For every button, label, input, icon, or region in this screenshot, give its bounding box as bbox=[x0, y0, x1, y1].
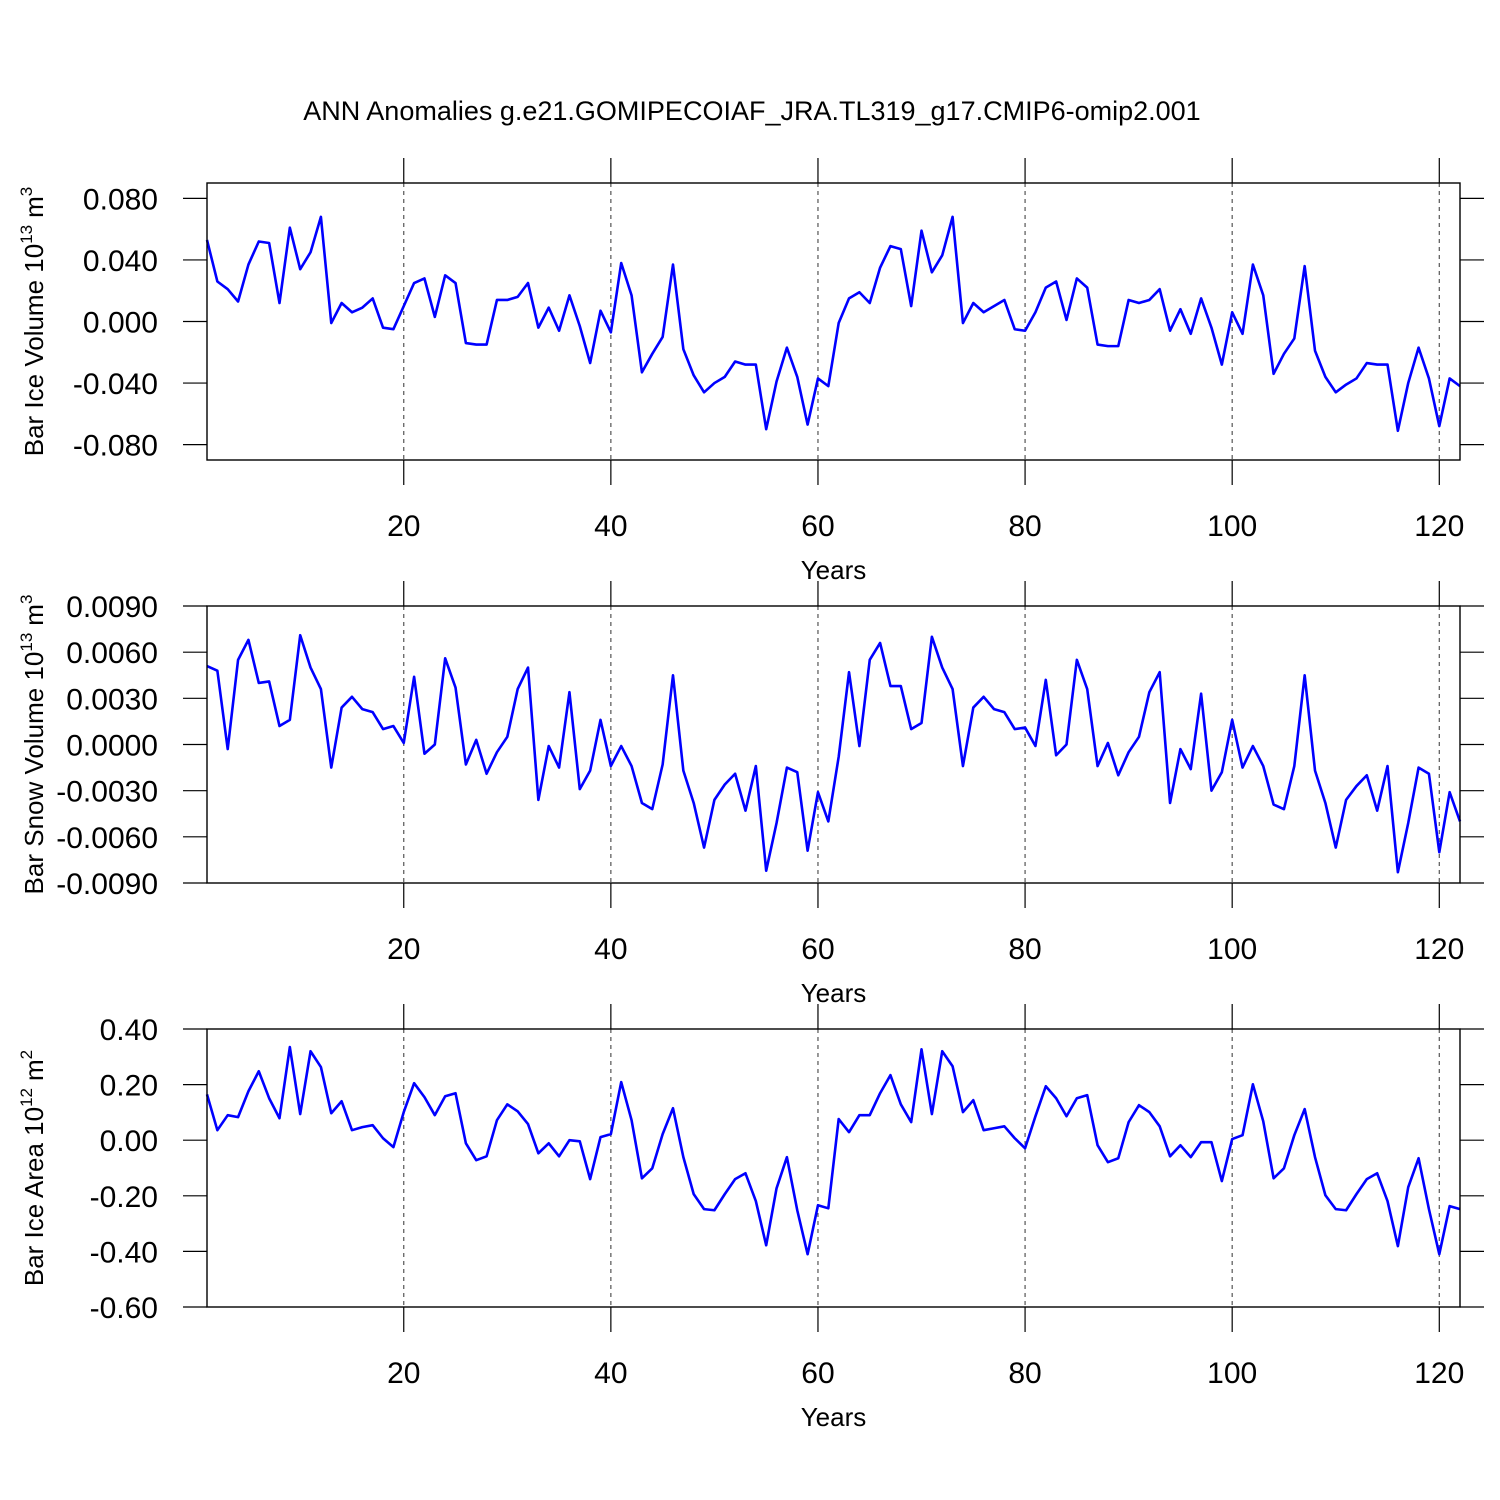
x-tick-label: 40 bbox=[594, 1357, 627, 1390]
data-line bbox=[205, 1045, 1461, 1256]
x-tick-label: 40 bbox=[594, 933, 627, 966]
y-axis-label: Bar Ice Area 1012 m2 bbox=[17, 1050, 49, 1286]
plot-frame bbox=[206, 605, 1461, 884]
y-tick-label: 0.040 bbox=[83, 245, 158, 278]
x-tick-label: 120 bbox=[1414, 1357, 1464, 1390]
y-label-power: 13 bbox=[17, 633, 36, 652]
y-tick-label: -0.40 bbox=[90, 1236, 158, 1269]
y-label-unit-power: 3 bbox=[17, 187, 36, 196]
y-label-base: Bar Ice Volume 10 bbox=[19, 244, 49, 456]
panel: 20 40 60 80 100 120 -0.60 -0.40 -0.20 0.00 0.20 0.4… bbox=[17, 1004, 1484, 1432]
y-tick-label: -0.0090 bbox=[56, 868, 158, 901]
y-label-base: Bar Ice Area 10 bbox=[19, 1107, 49, 1286]
data-line bbox=[206, 633, 1462, 874]
y-tick-label: 0.0000 bbox=[66, 730, 158, 763]
y-label-base: Bar Snow Volume 10 bbox=[19, 652, 49, 895]
y-tick-label: 0.0030 bbox=[66, 683, 158, 716]
y-tick-label: 0.0090 bbox=[66, 591, 158, 624]
data-line bbox=[205, 215, 1461, 433]
y-label-power: 12 bbox=[17, 1088, 36, 1107]
x-tick-label: 60 bbox=[801, 933, 834, 966]
y-tick-label: -0.0030 bbox=[56, 776, 158, 809]
y-tick-label: 0.40 bbox=[100, 1014, 158, 1047]
y-tick-label: -0.20 bbox=[90, 1181, 158, 1214]
y-tick-label: 0.000 bbox=[83, 307, 158, 340]
x-tick-label: 60 bbox=[801, 510, 834, 543]
x-tick-label: 60 bbox=[801, 1357, 834, 1390]
y-tick-label: 0.080 bbox=[83, 183, 158, 216]
y-axis-label: Bar Snow Volume 1013 m3 bbox=[17, 595, 49, 895]
y-axis-label: Bar Ice Volume 1013 m3 bbox=[17, 187, 49, 457]
x-tick-label: 100 bbox=[1207, 933, 1257, 966]
x-axis-label: Years bbox=[801, 1402, 867, 1432]
x-tick-label: 20 bbox=[387, 510, 420, 543]
x-tick-label: 120 bbox=[1414, 933, 1464, 966]
y-tick-label: 0.0060 bbox=[66, 637, 158, 670]
y-label-unit: m bbox=[19, 1059, 49, 1081]
y-tick-label: 0.20 bbox=[100, 1070, 158, 1103]
y-tick-label: -0.60 bbox=[90, 1292, 158, 1325]
y-tick-label: 0.00 bbox=[100, 1125, 158, 1158]
plot-frame bbox=[206, 182, 1461, 461]
y-label-unit-power: 3 bbox=[17, 595, 36, 604]
x-tick-label: 100 bbox=[1207, 1357, 1257, 1390]
y-tick-label: -0.0060 bbox=[56, 822, 158, 855]
y-label-unit-power: 2 bbox=[17, 1050, 36, 1059]
plot-frame bbox=[206, 1028, 1461, 1308]
y-tick-label: -0.080 bbox=[73, 430, 158, 463]
x-tick-label: 120 bbox=[1414, 510, 1464, 543]
x-tick-label: 80 bbox=[1008, 1357, 1041, 1390]
figure-title: ANN Anomalies g.e21.GOMIPECOIAF_JRA.TL31… bbox=[303, 96, 1200, 126]
x-tick-label: 80 bbox=[1008, 933, 1041, 966]
x-tick-label: 20 bbox=[387, 1357, 420, 1390]
y-tick-label: -0.040 bbox=[73, 368, 158, 401]
y-label-unit: m bbox=[19, 196, 49, 218]
x-axis-label: Years bbox=[801, 978, 867, 1008]
y-label-power: 13 bbox=[17, 225, 36, 244]
panel: 20 40 60 80 100 120 -0.0090 -0.0060 -0.0030 0.000… bbox=[17, 581, 1484, 1008]
x-tick-label: 40 bbox=[594, 510, 627, 543]
x-axis-label: Years bbox=[801, 555, 867, 585]
x-tick-label: 20 bbox=[387, 933, 420, 966]
x-tick-label: 80 bbox=[1008, 510, 1041, 543]
panel: 20 40 60 80 100 120 -0.080 -0.040 0.000 0.040 0.08… bbox=[17, 158, 1484, 585]
x-tick-label: 100 bbox=[1207, 510, 1257, 543]
y-label-unit: m bbox=[19, 604, 49, 626]
